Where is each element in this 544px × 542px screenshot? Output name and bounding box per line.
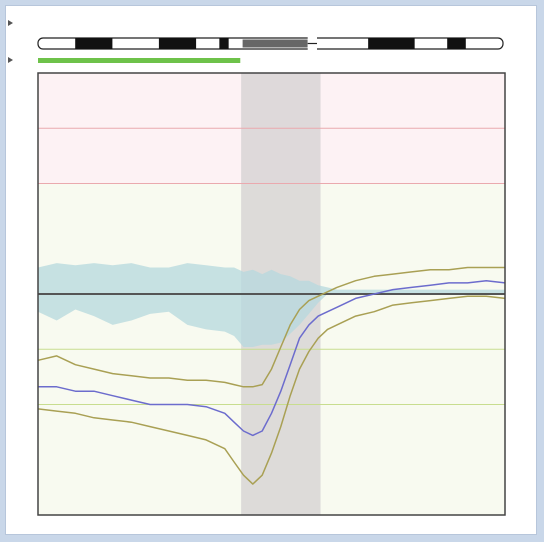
- ideogram-band-11: [447, 38, 466, 49]
- coverage-track: [38, 58, 241, 63]
- chromosome-ideogram[interactable]: [37, 37, 504, 50]
- ideogram-band-3: [158, 38, 197, 49]
- series-line-median: [38, 279, 506, 437]
- ideogram-expander-icon[interactable]: [8, 20, 13, 26]
- ideogram-band-1: [75, 38, 113, 49]
- coverage-track-bar: [38, 58, 241, 63]
- series-line-upper_bound: [37, 266, 505, 388]
- track-expander-icon[interactable]: [8, 57, 13, 63]
- ideogram-band-9: [368, 38, 415, 49]
- confidence-area: [38, 263, 505, 347]
- plot-area[interactable]: [37, 72, 506, 516]
- series-line-lower_bound: [37, 295, 506, 485]
- ideogram-band-5: [219, 38, 229, 49]
- ideogram-centromere: [242, 39, 308, 48]
- plot-border: [37, 72, 506, 516]
